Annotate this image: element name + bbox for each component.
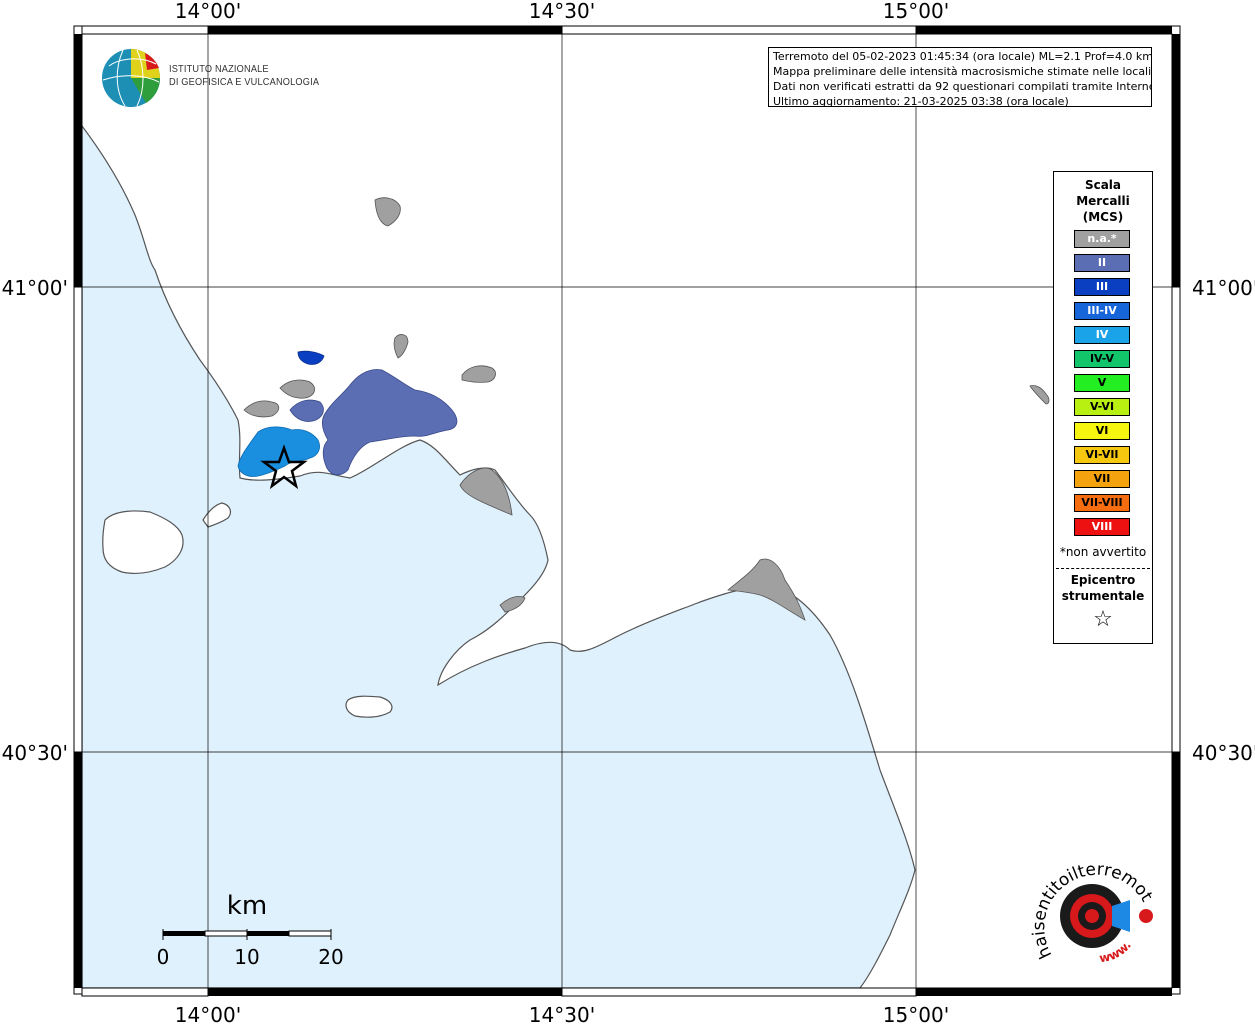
- bottom-label-14-00: 14°00': [175, 1003, 241, 1024]
- no-data-area-nola: [461, 365, 496, 383]
- ischia-island: [102, 510, 184, 574]
- intensity-ii-area: [322, 369, 458, 476]
- no-data-area-caserta: [393, 334, 409, 359]
- top-label-14-30: 14°30': [529, 0, 595, 23]
- legend-item-v-vi: V-VI: [1074, 398, 1130, 416]
- legend-epicenter-line1: Epicentro: [1070, 573, 1136, 587]
- top-label-15-00: 15°00': [883, 0, 949, 23]
- graticule: [82, 34, 1172, 988]
- no-data-area-pozzuoli: [243, 400, 280, 418]
- scale-bar: km 0 10 20: [157, 891, 344, 969]
- event-info-line2: Mappa preliminare delle intensità macros…: [773, 65, 1152, 78]
- intensity-legend: Scala Mercalli (MCS) n.a.* II III III-IV IV I…: [1053, 171, 1153, 644]
- legend-epicenter-star-icon: ☆: [1093, 607, 1113, 632]
- intensity-iii-area: [297, 350, 325, 365]
- procida-island: [202, 502, 232, 528]
- capri-island: [345, 695, 393, 718]
- no-data-area-north: [374, 197, 401, 227]
- bottom-label-15-00: 15°00': [883, 1003, 949, 1024]
- legend-item-iv-v: IV-V: [1074, 350, 1130, 368]
- right-label-40-30: 40°30': [1192, 741, 1255, 765]
- scale-tick-20: 20: [318, 945, 343, 969]
- map-frame: [73, 25, 1181, 997]
- legend-item-iii-iv: III-IV: [1074, 302, 1130, 320]
- right-label-41-00: 41°00': [1192, 276, 1255, 300]
- ingv-name-line2: DI GEOFISICA E VULCANOLOGIA: [169, 77, 320, 88]
- left-label-40-30: 40°30': [2, 741, 68, 765]
- legend-note: *non avvertito: [1059, 545, 1147, 559]
- legend-item-ii: II: [1074, 254, 1130, 272]
- legend-epicenter-line2: strumentale: [1061, 589, 1145, 603]
- no-data-area-salerno: [727, 558, 806, 621]
- event-info-line1: Terremoto del 05-02-2023 01:45:34 (ora l…: [773, 50, 1152, 63]
- haisentito-logo-icon: haisentitoilterremoto.it www.: [1025, 845, 1157, 965]
- scale-tick-0: 0: [157, 945, 170, 969]
- ingv-globe-icon: [102, 49, 161, 107]
- scale-tick-10: 10: [234, 945, 259, 969]
- legend-item-iv: IV: [1074, 326, 1130, 344]
- legend-item-iii: III: [1074, 278, 1130, 296]
- intensity-ii-area-west: [289, 399, 324, 422]
- legend-item-n-a: n.a.*: [1074, 230, 1130, 248]
- event-info-line3: Dati non verificati estratti da 92 quest…: [773, 80, 1152, 93]
- bottom-label-14-30: 14°30': [529, 1003, 595, 1024]
- legend-title-line1: Scala: [1084, 178, 1122, 192]
- no-data-area-southeast: [459, 467, 513, 516]
- no-data-area-sorrento: [499, 596, 526, 613]
- legend-item-vi: VI: [1074, 422, 1130, 440]
- left-label-41-00: 41°00': [2, 276, 68, 300]
- legend-item-vii-viii: VII-VIII: [1074, 494, 1130, 512]
- epicenter-star: [260, 444, 308, 490]
- legend-item-vii: VII: [1074, 470, 1130, 488]
- ingv-name-line1: ISTITUTO NAZIONALE: [169, 64, 269, 75]
- legend-item-v: V: [1074, 374, 1130, 392]
- no-data-area-qualiano: [279, 379, 315, 399]
- haisentito-logo: haisentitoilterremoto.it www.: [1025, 845, 1160, 980]
- event-info-box: Terremoto del 05-02-2023 01:45:34 (ora l…: [768, 47, 1152, 107]
- legend-item-viii: VIII: [1074, 518, 1130, 536]
- no-data-area-east: [1029, 385, 1050, 405]
- legend-divider: [1056, 568, 1150, 569]
- event-info-line4: Ultimo aggiornamento: 21-03-2025 03:38 (…: [773, 95, 1069, 107]
- legend-title-line2: Mercalli: [1076, 194, 1130, 208]
- legend-item-vi-vii: VI-VII: [1074, 446, 1130, 464]
- top-label-14-00: 14°00': [175, 0, 241, 23]
- scale-unit: km: [227, 891, 267, 921]
- legend-title-line3: (MCS): [1082, 210, 1124, 224]
- ingv-logo: ISTITUTO NAZIONALE DI GEOFISICA E VULCAN…: [101, 48, 321, 110]
